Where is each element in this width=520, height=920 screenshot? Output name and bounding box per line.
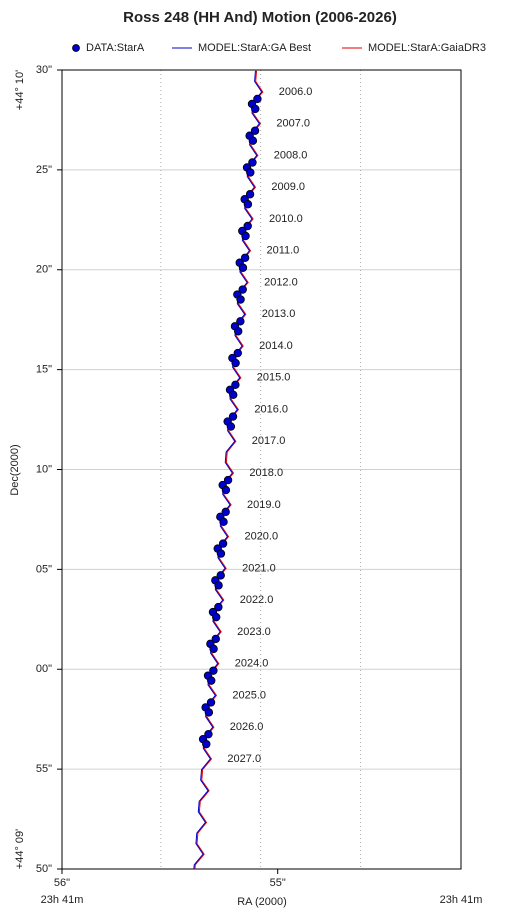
year-label: 2016.0	[254, 403, 288, 415]
data-point	[241, 231, 250, 241]
data-point	[240, 253, 250, 262]
data-point	[221, 485, 231, 495]
year-label: 2017.0	[252, 435, 286, 447]
x-hour-label: 23h 41m	[440, 894, 483, 906]
data-point	[214, 581, 223, 590]
x-tick-label: 56"	[54, 877, 70, 889]
data-point	[216, 571, 225, 580]
data-point	[221, 507, 230, 517]
data-point	[228, 412, 238, 421]
y-degree-label: +44° 09'	[14, 829, 26, 869]
data-point	[251, 104, 260, 114]
year-label: 2011.0	[266, 245, 299, 257]
data-point	[238, 263, 248, 272]
y-axis-label: Dec(2000)	[9, 444, 21, 495]
plot-area	[193, 70, 264, 869]
data-point	[248, 158, 257, 167]
year-label: 2027.0	[227, 753, 261, 765]
data-point	[209, 666, 218, 675]
year-label: 2010.0	[269, 213, 303, 225]
data-point	[223, 475, 233, 485]
y-tick-label: 10"	[36, 463, 52, 475]
y-tick-label: 30"	[36, 64, 52, 76]
data-point	[233, 348, 242, 358]
year-label: 2007.0	[276, 118, 310, 130]
data-point	[219, 517, 228, 527]
data-point	[238, 285, 247, 294]
data-point	[214, 602, 223, 612]
year-label: 2012.0	[264, 276, 298, 288]
data-point	[236, 317, 245, 326]
chart-title: Ross 248 (HH And) Motion (2006-2026)	[123, 9, 397, 26]
year-label: 2026.0	[230, 721, 264, 733]
data-point	[231, 358, 240, 368]
data-point	[234, 327, 243, 336]
data-point	[231, 380, 240, 390]
x-hour-label: 23h 41m	[41, 894, 84, 906]
data-point	[243, 221, 252, 231]
year-label: 2021.0	[242, 562, 276, 574]
data-point	[216, 549, 226, 558]
legend-label: MODEL:StarA:GA Best	[198, 42, 311, 54]
x-axis-label: RA (2000)	[237, 896, 287, 908]
data-point	[209, 644, 218, 654]
legend-label: MODEL:StarA:GaiaDR3	[368, 42, 486, 54]
data-point	[236, 295, 245, 304]
legend-marker	[72, 44, 80, 52]
data-point	[211, 634, 220, 644]
data-point	[245, 190, 255, 199]
y-degree-label: +44° 10'	[14, 70, 26, 110]
data-point	[246, 168, 255, 177]
data-point	[226, 422, 236, 431]
year-label: 2024.0	[235, 658, 269, 670]
data-point	[243, 200, 253, 209]
year-label: 2008.0	[274, 149, 308, 161]
year-label: 2006.0	[279, 86, 313, 98]
plot-frame	[61, 69, 462, 870]
year-label: 2018.0	[249, 467, 283, 479]
year-label: 2013.0	[262, 308, 296, 320]
y-tick-label: 15"	[36, 364, 52, 376]
legend-label: DATA:StarA	[86, 42, 145, 54]
y-tick-label: 05"	[36, 563, 52, 575]
y-tick-label: 25"	[36, 164, 52, 176]
data-point	[218, 539, 228, 548]
year-label: 2025.0	[232, 689, 266, 701]
data-point	[204, 708, 214, 717]
year-label: 2019.0	[247, 499, 281, 511]
y-tick-label: 50"	[36, 863, 52, 875]
data-point	[206, 698, 216, 707]
data-point	[248, 136, 258, 145]
data-point	[229, 390, 238, 399]
year-label: 2023.0	[237, 626, 271, 638]
data-point	[207, 676, 216, 685]
year-label: 2014.0	[259, 340, 293, 352]
year-label: 2009.0	[271, 181, 305, 193]
year-label: 2022.0	[240, 594, 274, 606]
data-point	[212, 612, 221, 622]
data-point	[204, 729, 213, 739]
data-point	[250, 126, 260, 135]
year-label: 2015.0	[257, 372, 291, 384]
data-point	[253, 94, 262, 104]
x-tick-label: 55"	[270, 877, 286, 889]
y-tick-label: 55"	[36, 763, 52, 775]
y-tick-label: 00"	[36, 663, 52, 675]
data-point	[202, 739, 211, 749]
y-tick-label: 20"	[36, 264, 52, 276]
year-label: 2020.0	[244, 531, 278, 543]
